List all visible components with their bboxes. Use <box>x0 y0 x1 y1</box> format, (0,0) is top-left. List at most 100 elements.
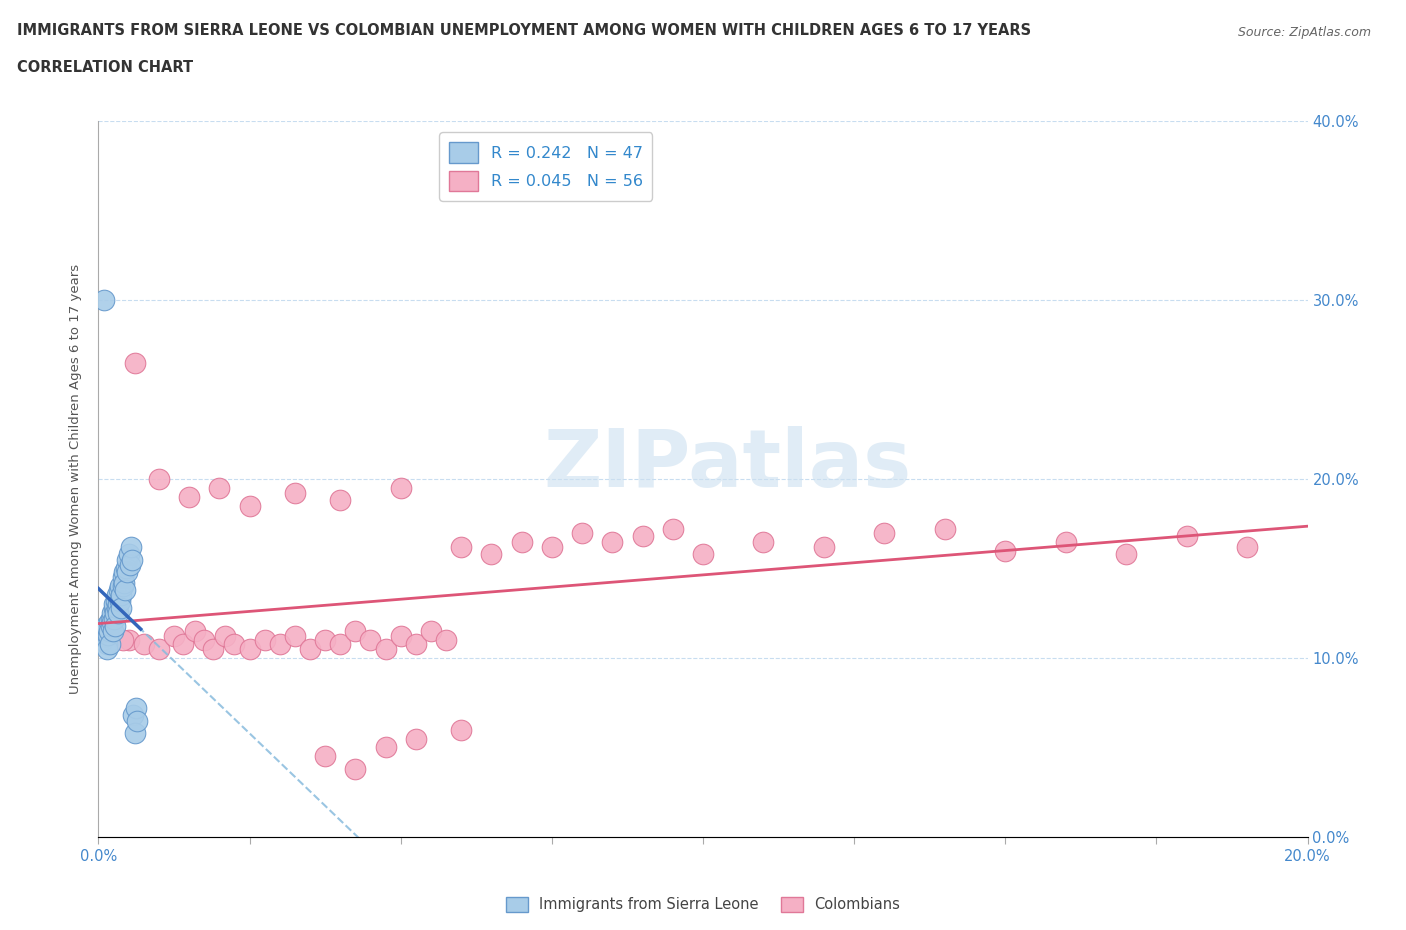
Point <box>101 624 124 639</box>
Point <box>98 624 121 639</box>
Point <box>405 636 427 651</box>
Point <box>110 601 132 616</box>
Point <box>101 615 124 630</box>
Point <box>114 582 136 597</box>
Point <box>122 708 145 723</box>
Text: CORRELATION CHART: CORRELATION CHART <box>17 60 193 75</box>
Point <box>179 489 201 504</box>
Point <box>120 539 142 554</box>
Point <box>184 624 207 639</box>
Point <box>631 529 654 544</box>
Point <box>329 636 352 651</box>
Point <box>752 534 775 549</box>
Point <box>314 632 336 647</box>
Point <box>97 627 120 642</box>
Point <box>94 629 117 644</box>
Point <box>214 629 236 644</box>
Point <box>93 624 115 639</box>
Point <box>111 632 134 647</box>
Point <box>132 636 155 651</box>
Point <box>91 632 114 647</box>
Point <box>108 582 131 597</box>
Point <box>163 629 186 644</box>
Point <box>100 605 122 620</box>
Point <box>239 498 262 513</box>
Point <box>602 534 624 549</box>
Point <box>96 618 118 633</box>
Point <box>104 605 127 620</box>
Point <box>112 578 135 593</box>
Point <box>148 472 170 486</box>
Point <box>105 588 128 603</box>
Point <box>314 749 336 764</box>
Point <box>96 636 118 651</box>
Y-axis label: Unemployment Among Women with Children Ages 6 to 17 years: Unemployment Among Women with Children A… <box>69 264 83 694</box>
Point <box>108 578 131 593</box>
Point <box>100 611 122 626</box>
Point <box>1115 547 1137 562</box>
Point <box>239 642 262 657</box>
Point <box>344 762 367 777</box>
Point <box>1236 539 1258 554</box>
Point <box>344 624 367 639</box>
Point <box>93 292 115 307</box>
Point <box>127 713 149 728</box>
Point <box>104 593 127 608</box>
Point <box>374 642 396 657</box>
Point <box>208 481 231 496</box>
Point <box>115 552 138 567</box>
Point <box>148 642 170 657</box>
Point <box>97 615 120 630</box>
Point <box>121 552 143 567</box>
Point <box>112 565 135 579</box>
Point <box>571 525 593 540</box>
Point <box>692 547 714 562</box>
Point <box>107 597 129 612</box>
Text: Source: ZipAtlas.com: Source: ZipAtlas.com <box>1237 26 1371 39</box>
Point <box>117 565 139 579</box>
Point <box>450 722 472 737</box>
Point <box>108 593 131 608</box>
Point <box>284 485 307 500</box>
Point <box>419 624 441 639</box>
Legend: R = 0.242   N = 47, R = 0.045   N = 56: R = 0.242 N = 47, R = 0.045 N = 56 <box>440 132 652 201</box>
Point <box>284 629 307 644</box>
Point <box>299 642 322 657</box>
Point <box>994 543 1017 558</box>
Text: IMMIGRANTS FROM SIERRA LEONE VS COLOMBIAN UNEMPLOYMENT AMONG WOMEN WITH CHILDREN: IMMIGRANTS FROM SIERRA LEONE VS COLOMBIA… <box>17 23 1031 38</box>
Text: ZIPatlas: ZIPatlas <box>543 426 911 504</box>
Point <box>107 605 129 620</box>
Point <box>110 588 132 603</box>
Point <box>360 632 382 647</box>
Point <box>813 539 835 554</box>
Point <box>104 618 127 633</box>
Point <box>112 576 135 591</box>
Point <box>124 355 146 370</box>
Point <box>934 522 956 537</box>
Point <box>96 642 118 657</box>
Point <box>374 740 396 755</box>
Point <box>118 557 141 572</box>
Point <box>510 534 533 549</box>
Point <box>98 636 121 651</box>
Point <box>269 636 291 651</box>
Point <box>103 601 125 616</box>
Point <box>202 642 225 657</box>
Legend: Immigrants from Sierra Leone, Colombians: Immigrants from Sierra Leone, Colombians <box>501 891 905 918</box>
Point <box>103 611 125 626</box>
Point <box>125 700 148 715</box>
Point <box>329 493 352 508</box>
Point <box>389 629 412 644</box>
Point <box>481 547 503 562</box>
Point <box>540 539 562 554</box>
Point <box>389 481 412 496</box>
Point <box>100 618 122 633</box>
Point <box>118 632 141 647</box>
Point <box>105 601 128 616</box>
Point <box>662 522 685 537</box>
Point <box>193 632 215 647</box>
Point <box>405 731 427 746</box>
Point <box>111 570 134 585</box>
Point <box>114 561 136 576</box>
Point <box>1054 534 1077 549</box>
